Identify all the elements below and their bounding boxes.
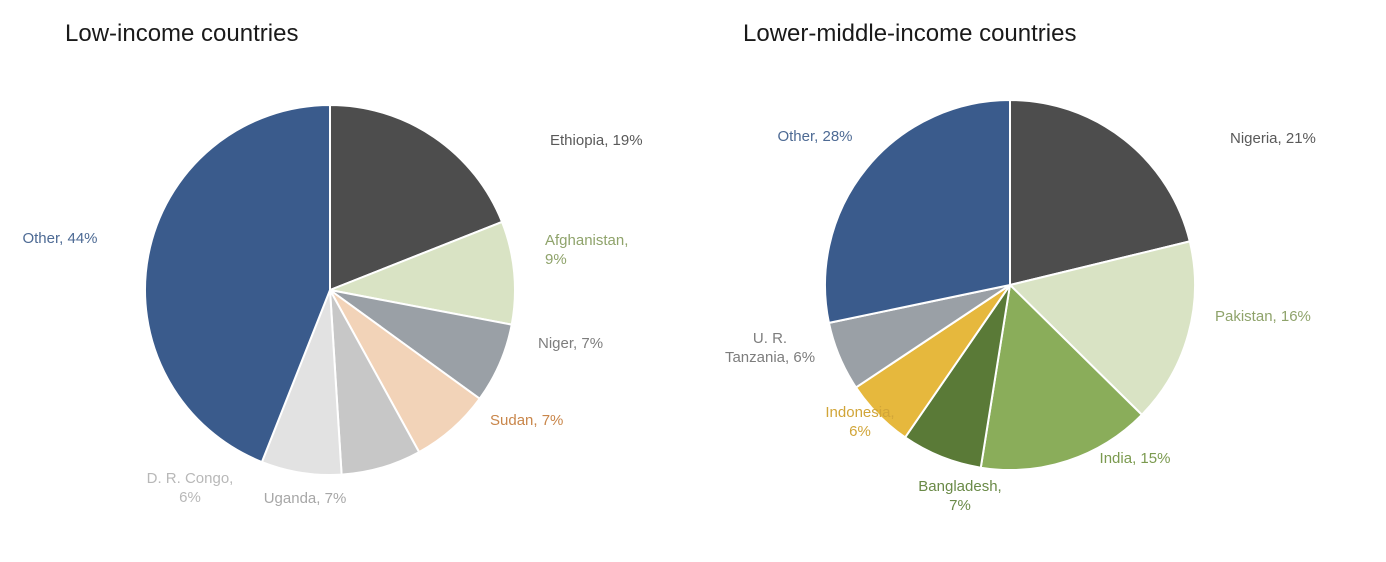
pie-label-niger: Niger, 7% bbox=[538, 335, 603, 354]
pie-label-ethiopia: Ethiopia, 19% bbox=[550, 132, 643, 151]
chart-title: Low-income countries bbox=[65, 20, 298, 48]
pie-label-other: Other, 28% bbox=[745, 128, 885, 147]
pie-label-nigeria: Nigeria, 21% bbox=[1230, 130, 1316, 149]
chart-title: Lower-middle-income countries bbox=[743, 20, 1076, 48]
chart-container: Low-income countries Ethiopia, 19% Afghani… bbox=[0, 0, 1386, 562]
pie-low-income bbox=[145, 105, 515, 475]
pie-label-u-r-tanzania: U. R. Tanzania, 6% bbox=[700, 330, 840, 368]
pie-label-other: Other, 44% bbox=[0, 230, 130, 249]
pie-label-india: India, 15% bbox=[1065, 450, 1205, 469]
chart-panel-low-income: Low-income countries Ethiopia, 19% Afghani… bbox=[0, 0, 693, 562]
chart-panel-lower-middle-income: Lower-middle-income countries Nigeria, 21… bbox=[693, 0, 1386, 562]
pie-label-bangladesh: Bangladesh, 7% bbox=[890, 478, 1030, 516]
pie-label-d-r-congo: D. R. Congo, 6% bbox=[120, 470, 260, 508]
pie-label-sudan: Sudan, 7% bbox=[490, 412, 563, 431]
pie-label-indonesia: Indonesia, 6% bbox=[790, 404, 930, 442]
pie-label-pakistan: Pakistan, 16% bbox=[1215, 308, 1311, 327]
pie-label-afghanistan: Afghanistan, 9% bbox=[545, 232, 628, 270]
